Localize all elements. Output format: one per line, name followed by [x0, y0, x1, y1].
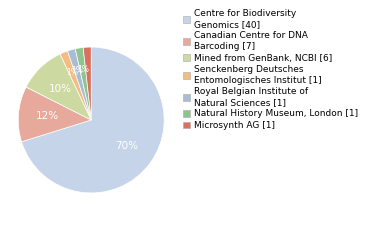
- Legend: Centre for Biodiversity
Genomics [40], Canadian Centre for DNA
Barcoding [7], Mi: Centre for Biodiversity Genomics [40], C…: [183, 9, 358, 130]
- Text: 1%: 1%: [77, 65, 89, 74]
- Text: 12%: 12%: [36, 111, 59, 121]
- Text: 10%: 10%: [49, 84, 72, 94]
- Wedge shape: [83, 47, 91, 120]
- Wedge shape: [18, 87, 91, 142]
- Text: 1%: 1%: [66, 68, 78, 77]
- Text: 1%: 1%: [71, 66, 83, 75]
- Wedge shape: [60, 51, 91, 120]
- Wedge shape: [22, 47, 164, 193]
- Wedge shape: [26, 54, 91, 120]
- Wedge shape: [68, 49, 91, 120]
- Wedge shape: [75, 48, 91, 120]
- Text: 70%: 70%: [115, 141, 138, 151]
